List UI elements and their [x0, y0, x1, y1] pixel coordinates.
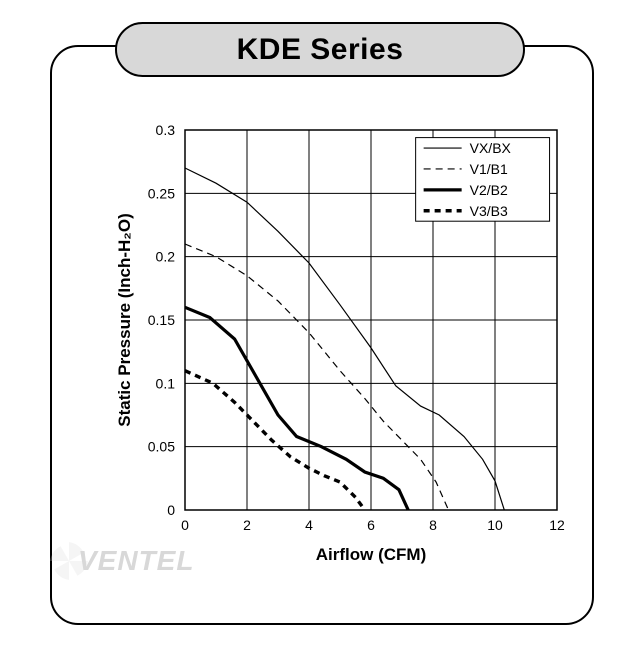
legend-label: VX/BX — [470, 140, 512, 156]
x-tick-label: 10 — [487, 517, 503, 533]
x-tick-label: 0 — [181, 517, 189, 533]
x-tick-label: 4 — [305, 517, 313, 533]
chart-title-pill: KDE Series — [115, 22, 525, 77]
y-tick-label: 0.15 — [148, 312, 175, 328]
y-tick-label: 0.2 — [156, 249, 176, 265]
chart-title: KDE Series — [237, 33, 404, 67]
y-tick-label: 0.1 — [156, 375, 176, 391]
y-tick-label: 0 — [167, 502, 175, 518]
x-tick-label: 8 — [429, 517, 437, 533]
chart-svg: 0 2 4 6 8 10 12 0 0.05 0.1 0.15 0.2 0.25 0.3 Airflow (… — [95, 125, 595, 595]
legend-label: V3/B3 — [470, 203, 508, 219]
chart-container: 0 2 4 6 8 10 12 0 0.05 0.1 0.15 0.2 0.25 0.3 Airflow (… — [95, 125, 595, 595]
y-axis-label: Static Pressure (Inch-H₂O) — [115, 213, 134, 427]
legend-label: V2/B2 — [470, 182, 508, 198]
y-tick-label: 0.05 — [148, 439, 175, 455]
x-tick-label: 6 — [367, 517, 375, 533]
legend-label: V1/B1 — [470, 161, 508, 177]
y-tick-label: 0.25 — [148, 185, 175, 201]
y-tick-label: 0.3 — [156, 125, 176, 138]
x-axis-label: Airflow (CFM) — [316, 545, 426, 564]
x-tick-label: 2 — [243, 517, 251, 533]
x-tick-label: 12 — [549, 517, 565, 533]
